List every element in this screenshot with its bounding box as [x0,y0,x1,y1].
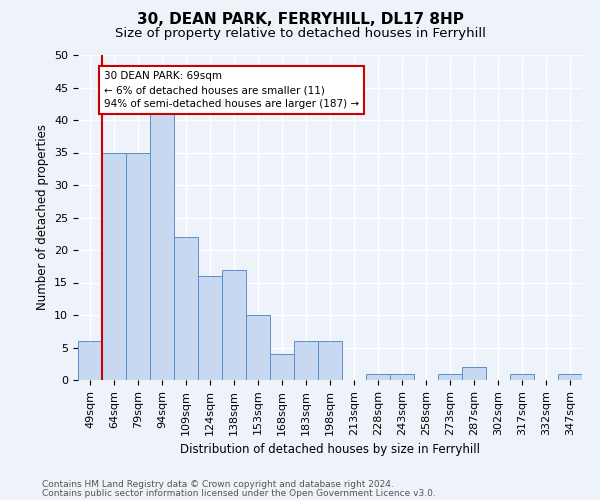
Bar [174,237,198,380]
Bar [294,341,318,380]
Text: 30, DEAN PARK, FERRYHILL, DL17 8HP: 30, DEAN PARK, FERRYHILL, DL17 8HP [137,12,463,28]
Bar [270,354,294,380]
Bar [558,374,582,380]
Bar [318,341,342,380]
Bar [390,374,414,380]
X-axis label: Distribution of detached houses by size in Ferryhill: Distribution of detached houses by size … [180,443,480,456]
Text: Contains public sector information licensed under the Open Government Licence v3: Contains public sector information licen… [42,488,436,498]
Bar [510,374,534,380]
Text: Size of property relative to detached houses in Ferryhill: Size of property relative to detached ho… [115,28,485,40]
Bar [366,374,390,380]
Bar [222,270,246,380]
Bar [438,374,462,380]
Text: Contains HM Land Registry data © Crown copyright and database right 2024.: Contains HM Land Registry data © Crown c… [42,480,394,489]
Bar [198,276,222,380]
Bar [150,114,174,380]
Bar [246,315,270,380]
Y-axis label: Number of detached properties: Number of detached properties [35,124,49,310]
Bar [102,152,126,380]
Bar [78,341,102,380]
Bar [462,367,486,380]
Bar [126,152,150,380]
Text: 30 DEAN PARK: 69sqm
← 6% of detached houses are smaller (11)
94% of semi-detache: 30 DEAN PARK: 69sqm ← 6% of detached hou… [104,71,359,110]
